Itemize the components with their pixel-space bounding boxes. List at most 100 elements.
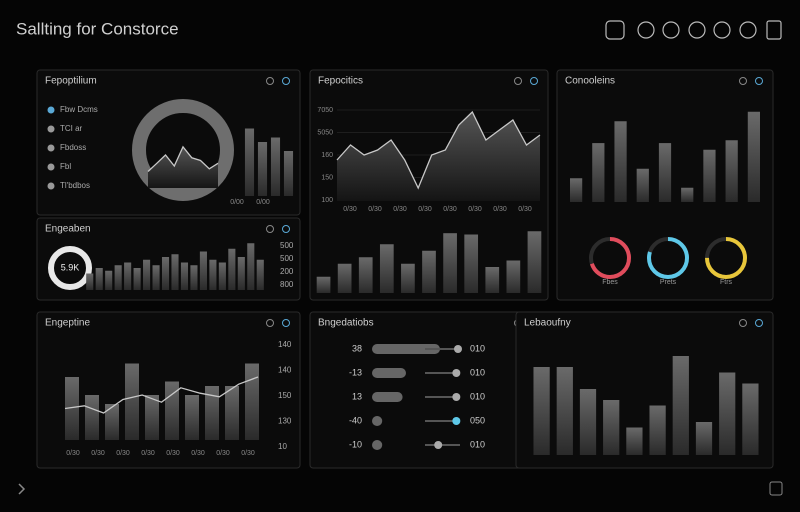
bar [316, 276, 331, 293]
bar [443, 233, 457, 293]
panel-action[interactable] [266, 319, 274, 327]
panel-action[interactable] [266, 225, 274, 233]
slider-fill [372, 416, 383, 426]
icon-button[interactable] [713, 21, 731, 39]
label: 5050 [317, 129, 333, 136]
label: Fbes [602, 279, 618, 286]
bar [85, 395, 99, 440]
donut [132, 99, 234, 201]
label: 0/00 [256, 199, 270, 206]
label: Fepocitics [318, 76, 363, 87]
label: 0/00 [230, 199, 244, 206]
bar [245, 363, 259, 440]
bar [401, 263, 415, 293]
label: 010 [470, 391, 485, 401]
label: 0/30 [343, 206, 357, 213]
bar [681, 187, 694, 202]
bar [742, 383, 759, 455]
slider-fill [372, 440, 383, 450]
label: 200 [280, 267, 294, 276]
label: Tl'bdbos [60, 181, 90, 190]
label: Prets [660, 279, 677, 286]
bar [152, 265, 160, 290]
bar [379, 244, 394, 293]
bar [228, 248, 236, 290]
bar [225, 386, 239, 440]
panel-action[interactable] [530, 77, 538, 85]
legend-icon [47, 163, 55, 171]
icon-button[interactable] [637, 21, 655, 39]
legend-icon [47, 106, 55, 114]
slider-fill [372, 392, 403, 402]
slider-knob[interactable] [452, 417, 461, 425]
label: 140 [278, 366, 292, 375]
label: 150 [321, 174, 333, 181]
bar [592, 143, 605, 202]
bar [199, 251, 207, 290]
panel-action[interactable] [739, 319, 747, 327]
legend-icon [47, 182, 55, 190]
toolbar [605, 20, 782, 40]
slider-knob[interactable] [454, 345, 462, 353]
label: Fbw Dcms [60, 105, 98, 114]
bar [603, 400, 620, 455]
icon-button[interactable] [739, 21, 757, 39]
label: 0/30 [191, 450, 205, 457]
panel-action[interactable] [282, 77, 290, 85]
bar [626, 427, 643, 455]
label: 38 [352, 343, 362, 353]
bar [485, 267, 500, 293]
panel-action[interactable] [755, 319, 763, 327]
label: 0/30 [518, 206, 532, 213]
bar [556, 367, 573, 455]
label: 800 [280, 280, 294, 289]
bar [65, 377, 79, 440]
icon-button[interactable] [605, 20, 625, 40]
label: 0/30 [493, 206, 507, 213]
bar [570, 178, 583, 202]
icon-button[interactable] [662, 21, 680, 39]
icon-button[interactable] [688, 21, 706, 39]
bar [533, 367, 550, 455]
label: 100 [321, 197, 333, 204]
icon-button[interactable] [766, 20, 782, 40]
slider-knob[interactable] [452, 393, 461, 401]
bar [506, 260, 521, 293]
bar [180, 262, 189, 290]
label: 7050 [317, 107, 333, 114]
label: 140 [278, 340, 292, 349]
slider-knob[interactable] [434, 441, 443, 449]
slider-knob[interactable] [452, 369, 461, 377]
expand-arrow[interactable] [18, 483, 26, 495]
bar [161, 257, 170, 290]
panel-action[interactable] [755, 77, 763, 85]
bar [695, 422, 713, 455]
label: 0/30 [443, 206, 457, 213]
panel-action[interactable] [282, 319, 290, 327]
panel [36, 69, 301, 216]
bar [143, 259, 151, 290]
bar [636, 168, 649, 202]
label: 0/30 [216, 450, 230, 457]
gauge [705, 237, 747, 279]
bar [527, 231, 542, 293]
panel-action[interactable] [739, 77, 747, 85]
bar [165, 381, 179, 440]
label: Ftrs [720, 279, 733, 286]
panel-action[interactable] [282, 225, 290, 233]
bar [145, 395, 159, 440]
bar [185, 395, 199, 440]
bar [703, 149, 716, 202]
label: 13 [352, 391, 362, 401]
line [64, 376, 259, 414]
label: 010 [470, 439, 485, 449]
area [337, 112, 540, 200]
label: 130 [278, 417, 292, 426]
label: 0/30 [368, 206, 382, 213]
area [148, 146, 218, 188]
panel-action[interactable] [266, 77, 274, 85]
panel-action[interactable] [514, 77, 522, 85]
bar [247, 243, 255, 290]
corner-icon[interactable] [769, 481, 783, 496]
bar [125, 363, 139, 440]
